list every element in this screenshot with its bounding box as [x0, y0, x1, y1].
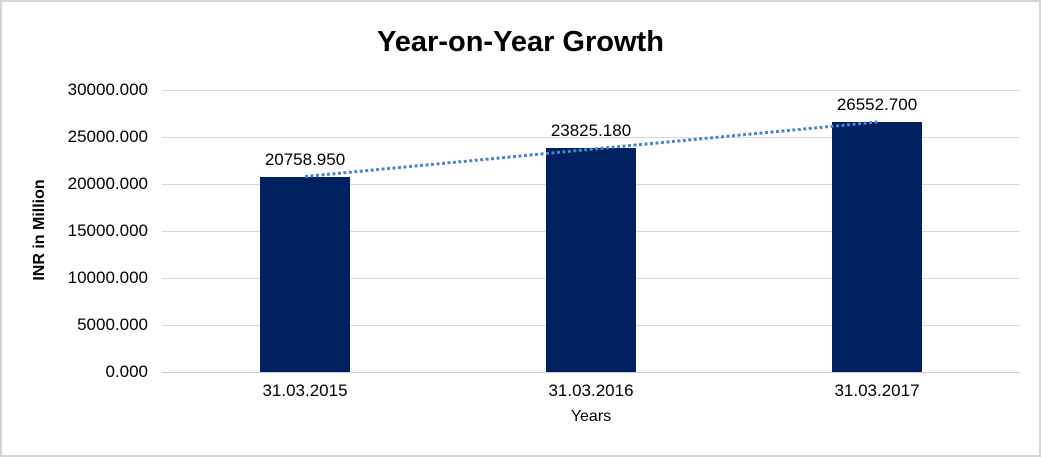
- bar: [832, 122, 922, 372]
- y-gridline: [162, 90, 1020, 91]
- bar-data-label: 20758.950: [264, 149, 346, 169]
- y-tick-label: 15000.000: [67, 221, 148, 240]
- y-tick-label: 20000.000: [67, 174, 148, 193]
- x-tick-label: 31.03.2015: [262, 381, 348, 400]
- y-tick-label: 0.000: [105, 362, 148, 381]
- y-tick-label: 30000.000: [67, 80, 148, 99]
- y-tick-label: 25000.000: [67, 127, 148, 146]
- y-gridline: [162, 137, 1020, 138]
- x-tick-label: 31.03.2016: [548, 381, 634, 400]
- x-tick-label: 31.03.2017: [834, 381, 920, 400]
- bar: [546, 148, 636, 372]
- x-axis-line: [162, 372, 1020, 373]
- chart-title: Year-on-Year Growth: [377, 26, 664, 58]
- bar-data-label: 26552.700: [836, 95, 918, 115]
- y-tick-label: 10000.000: [67, 268, 148, 287]
- bar: [260, 176, 350, 372]
- bar-data-label: 23825.180: [550, 121, 632, 141]
- y-tick-label: 5000.000: [77, 315, 148, 334]
- x-axis-title: Years: [570, 408, 612, 425]
